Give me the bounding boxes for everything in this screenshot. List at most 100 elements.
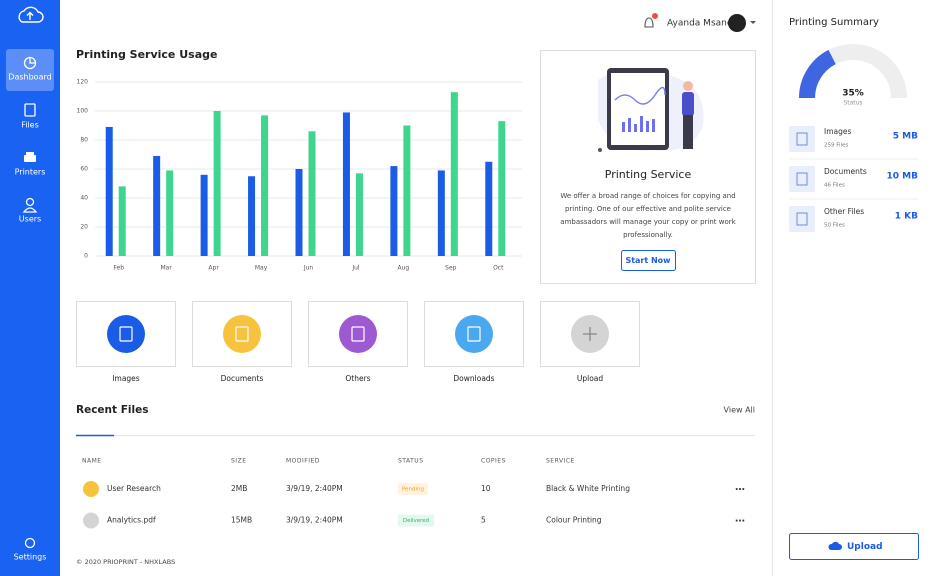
bar xyxy=(355,173,363,256)
y-tick-label: 40 xyxy=(80,195,88,202)
item-count: 50 Files xyxy=(824,223,845,229)
table-cell: Analytics.pdf xyxy=(107,516,156,525)
table-cell: 10 xyxy=(481,484,491,493)
start-button[interactable] xyxy=(621,250,676,271)
item-glyph xyxy=(796,172,808,186)
status-badge xyxy=(398,514,434,527)
logo xyxy=(18,6,44,23)
bar xyxy=(166,170,174,256)
upload-icon xyxy=(828,541,842,550)
table-cell: 2MB xyxy=(231,484,247,493)
tile-label[interactable]: Downloads xyxy=(453,374,494,383)
x-tick-label: Jul xyxy=(351,265,360,272)
column-header: MODIFIED xyxy=(286,458,320,465)
summary-title: Printing Summary xyxy=(789,17,879,28)
x-tick-label: Oct xyxy=(493,265,504,272)
tile-label[interactable]: Upload xyxy=(577,374,604,383)
bar-chart: 0 20 40 60 80 100 120 Feb Mar Apr May Jun Jul Aug Sep O… xyxy=(77,79,522,272)
tile-icon xyxy=(223,315,261,353)
table-cell: Black & White Printing xyxy=(546,484,630,493)
nav-label[interactable]: Users xyxy=(19,215,41,224)
item-count: 46 Files xyxy=(824,183,845,189)
row-menu[interactable]: … xyxy=(735,482,745,493)
table-cell: Colour Printing xyxy=(546,516,602,525)
illustration xyxy=(598,68,704,152)
item-size: 5 MB xyxy=(893,132,918,142)
column-header: COPIES xyxy=(481,458,506,465)
nav-icon xyxy=(24,103,36,117)
tile-glyph xyxy=(119,326,133,342)
y-tick-label: 100 xyxy=(77,108,89,115)
tile-label[interactable]: Images xyxy=(112,374,139,383)
table-cell: 3/9/19, 2:40PM xyxy=(286,484,343,493)
x-tick-label: Feb xyxy=(113,265,124,272)
item-size: 1 KB xyxy=(895,212,918,222)
nav-icon xyxy=(22,207,38,213)
footer: © 2020 PRIOPRINT - NHXLABS xyxy=(76,558,175,566)
bar xyxy=(261,115,269,256)
nav-icon xyxy=(24,537,36,549)
user-name[interactable]: Ayanda Msane xyxy=(667,19,733,29)
tile-glyph xyxy=(235,326,249,342)
tile-icon xyxy=(107,315,145,353)
service-description: We offer a broad range of choices for co… xyxy=(560,192,735,200)
bar xyxy=(403,125,411,256)
bar xyxy=(485,161,493,256)
item-glyph xyxy=(796,132,808,146)
x-tick-label: Sep xyxy=(445,265,457,272)
bar xyxy=(153,155,161,256)
upload-button-label[interactable]: Upload xyxy=(847,542,883,552)
caret[interactable] xyxy=(750,21,756,24)
item-glyph xyxy=(796,212,808,226)
nav-icon xyxy=(25,197,35,207)
nav-icon xyxy=(29,57,36,64)
x-tick-label: Jun xyxy=(303,265,314,272)
upload-button[interactable] xyxy=(789,533,919,560)
item-icon xyxy=(789,206,815,232)
column-header: SERVICE xyxy=(546,458,575,465)
bar xyxy=(498,121,506,257)
tile-label[interactable]: Others xyxy=(345,374,370,383)
table-cell: User Research xyxy=(107,484,161,493)
bar xyxy=(342,112,350,256)
y-tick-label: 20 xyxy=(80,224,88,231)
nav-label[interactable]: Printers xyxy=(15,168,46,177)
tile-glyph xyxy=(351,326,365,342)
avatar[interactable] xyxy=(728,14,746,32)
bar xyxy=(105,126,113,256)
status-badge xyxy=(398,483,428,495)
tile-glyph xyxy=(467,326,481,342)
bell-icon[interactable] xyxy=(644,17,654,28)
nav-icon xyxy=(24,155,36,162)
nav-active[interactable] xyxy=(6,49,54,91)
tile-label[interactable]: Documents xyxy=(221,374,264,383)
tile-icon xyxy=(339,315,377,353)
y-tick-label: 120 xyxy=(77,79,89,86)
bar xyxy=(200,174,208,256)
column-header: NAME xyxy=(82,458,102,465)
file-icon xyxy=(83,512,99,529)
column-header: SIZE xyxy=(231,458,246,465)
tile[interactable] xyxy=(192,301,292,367)
y-tick-label: 60 xyxy=(80,166,88,173)
start-button-label[interactable]: Start Now xyxy=(625,256,671,265)
x-tick-label: Apr xyxy=(208,265,219,272)
table-cell: 5 xyxy=(481,516,486,525)
nav-label[interactable]: Dashboard xyxy=(8,73,51,82)
view-all[interactable]: View All xyxy=(724,406,755,415)
bar xyxy=(295,169,303,256)
notification-dot xyxy=(652,13,658,19)
bar xyxy=(450,92,458,257)
item-name: Documents xyxy=(824,167,867,176)
nav-label[interactable]: Files xyxy=(21,121,39,130)
table-cell: 3/9/19, 2:40PM xyxy=(286,516,343,525)
bar xyxy=(437,170,445,256)
item-count: 259 Files xyxy=(824,143,848,149)
bar xyxy=(308,131,316,256)
bar xyxy=(248,176,256,256)
bar xyxy=(390,166,398,256)
bar xyxy=(213,111,221,256)
row-menu[interactable]: … xyxy=(735,514,745,525)
nav-label[interactable]: Settings xyxy=(14,553,47,562)
